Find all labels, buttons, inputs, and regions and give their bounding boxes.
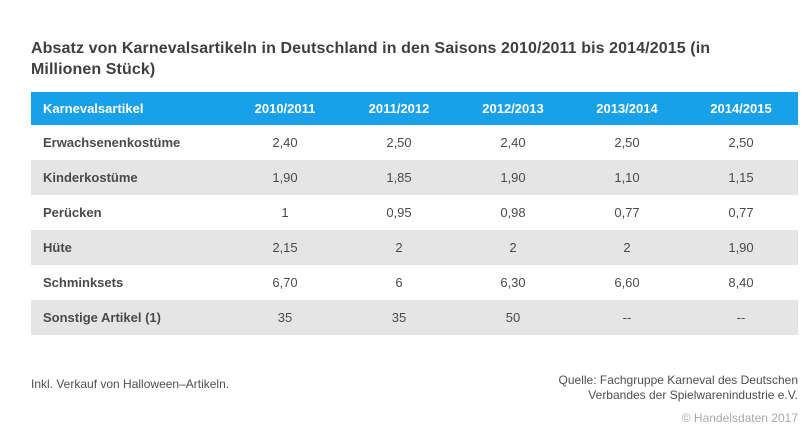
cell-value: 6,30 [500, 275, 526, 290]
column-header-2013-2014: 2013/2014 [570, 92, 684, 125]
cell-value: 1,15 [728, 170, 754, 185]
cell-value: 1,85 [386, 170, 412, 185]
cell-value: 6 [395, 275, 403, 290]
cell-value: 0,77 [614, 205, 640, 220]
copyright-notice: © Handelsdaten 2017 [681, 411, 798, 425]
cell-value: 1,90 [728, 240, 754, 255]
cell-value: -- [736, 310, 746, 325]
cell-value: 6,70 [272, 275, 298, 290]
table-row: Perücken 1 0,95 0,98 0,77 0,77 [31, 195, 798, 230]
row-label: Erwachsenenkostüme [43, 135, 181, 150]
cell-value: 0,98 [500, 205, 526, 220]
cell-value: 1,10 [614, 170, 640, 185]
cell-value: 0,77 [728, 205, 754, 220]
row-label: Sonstige Artikel (1) [43, 310, 161, 325]
row-label: Hüte [43, 240, 72, 255]
cell-value: 2,15 [272, 240, 298, 255]
table-row: Schminksets 6,70 6 6,30 6,60 8,40 [31, 265, 798, 300]
cell-value: 35 [277, 310, 293, 325]
table-row: Sonstige Artikel (1) 35 35 50 -- -- [31, 300, 798, 335]
row-label: Schminksets [43, 275, 124, 290]
cell-value: 1 [281, 205, 289, 220]
cell-value: 6,60 [614, 275, 640, 290]
page-title: Absatz von Karnevalsartikeln in Deutschl… [31, 39, 711, 78]
table-header-row: Karnevalsartikel 2010/2011 2011/2012 201… [31, 92, 798, 125]
cell-value: 2 [395, 240, 403, 255]
cell-value: 8,40 [728, 275, 754, 290]
column-header-2011-2012: 2011/2012 [342, 92, 456, 125]
table-row: Kinderkostüme 1,90 1,85 1,90 1,10 1,15 [31, 160, 798, 195]
table-row: Erwachsenenkostüme 2,40 2,50 2,40 2,50 2… [31, 125, 798, 160]
column-header-artikel: Karnevalsartikel [31, 92, 228, 125]
row-label: Perücken [43, 205, 102, 220]
cell-value: 35 [391, 310, 407, 325]
karnevalsartikel-table: Karnevalsartikel 2010/2011 2011/2012 201… [31, 92, 798, 335]
cell-value: 1,90 [272, 170, 298, 185]
source-line-2: Verbandes der Spielwarenindustrie e.V. [588, 388, 798, 402]
cell-value: 2,40 [272, 135, 298, 150]
cell-value: 2,40 [500, 135, 526, 150]
cell-value: 2,50 [386, 135, 412, 150]
cell-value: 1,90 [500, 170, 526, 185]
cell-value: 2 [623, 240, 631, 255]
footnote: Inkl. Verkauf von Halloween–Artikeln. [31, 377, 230, 391]
column-header-2010-2011: 2010/2011 [228, 92, 342, 125]
cell-value: 0,95 [386, 205, 412, 220]
row-label: Kinderkostüme [43, 170, 138, 185]
table-row: Hüte 2,15 2 2 2 1,90 [31, 230, 798, 265]
cell-value: 2,50 [728, 135, 754, 150]
cell-value: 2 [509, 240, 517, 255]
column-header-2012-2013: 2012/2013 [456, 92, 570, 125]
column-header-2014-2015: 2014/2015 [684, 92, 798, 125]
source-attribution: Quelle: Fachgruppe Karneval des Deutsche… [559, 373, 798, 403]
source-line-1: Quelle: Fachgruppe Karneval des Deutsche… [558, 373, 798, 387]
cell-value: 50 [505, 310, 521, 325]
cell-value: 2,50 [614, 135, 640, 150]
cell-value: -- [622, 310, 632, 325]
